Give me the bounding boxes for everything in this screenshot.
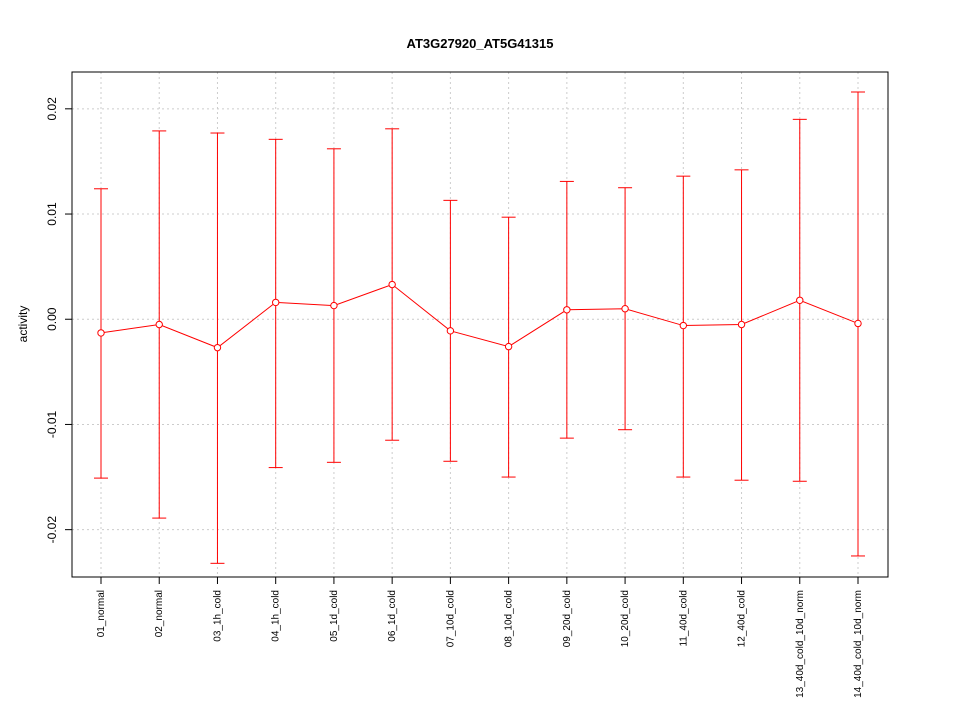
y-tick-label: -0.01 bbox=[45, 410, 59, 438]
y-axis-label: activity bbox=[16, 306, 30, 343]
data-point bbox=[446, 327, 455, 335]
data-point bbox=[330, 301, 338, 310]
data-point bbox=[271, 298, 280, 307]
x-tick-label: 13_40d_cold_10d_norm bbox=[795, 590, 806, 698]
data-point bbox=[679, 321, 688, 330]
data-point bbox=[854, 319, 862, 328]
data-point bbox=[213, 343, 222, 352]
x-tick-label: 11_40d_cold bbox=[678, 590, 689, 647]
chart-title: AT3G27920_AT5G41315 bbox=[407, 36, 554, 51]
x-tick-label: 09_20d_cold bbox=[562, 590, 573, 647]
x-tick-label: 07_10d_cold bbox=[445, 590, 456, 647]
x-tick-label: 02_normal bbox=[154, 590, 165, 637]
data-point bbox=[97, 329, 105, 337]
x-tick-label: 01_normal bbox=[96, 590, 107, 637]
plot-frame bbox=[71, 71, 889, 578]
x-axis: 01_normal 02_normal 03_1h_cold 04_1h_cold 05… bbox=[96, 577, 864, 698]
x-tick-label: 03_1h_cold bbox=[212, 590, 223, 642]
data-point bbox=[621, 305, 629, 313]
x-tick-label: 05_1d_cold bbox=[329, 590, 340, 642]
x-tick-label: 12_40d_cold bbox=[737, 590, 748, 647]
y-tick-label: 0.01 bbox=[45, 202, 59, 226]
x-tick-label: 14_40d_cold_10d_norm bbox=[853, 590, 864, 698]
series-layer bbox=[97, 280, 862, 352]
y-axis: -0.02 -0.01 0.00 0.01 0.02 bbox=[45, 97, 72, 544]
x-tick-label: 06_1d_cold bbox=[387, 590, 398, 642]
x-tick-label: 10_20d_cold bbox=[620, 590, 631, 647]
x-tick-label: 08_10d_cold bbox=[504, 590, 515, 647]
y-tick-label: -0.02 bbox=[45, 516, 59, 544]
y-tick-label: 0.00 bbox=[45, 307, 59, 331]
data-point bbox=[563, 306, 571, 314]
y-tick-label: 0.02 bbox=[45, 97, 59, 121]
data-point bbox=[504, 342, 513, 351]
data-point bbox=[155, 320, 163, 329]
data-point bbox=[388, 280, 396, 289]
grid-layer bbox=[72, 72, 888, 577]
data-point bbox=[737, 320, 746, 329]
data-point bbox=[796, 296, 804, 305]
errorbar-layer bbox=[94, 91, 865, 564]
series-line bbox=[100, 283, 859, 349]
x-tick-label: 04_1h_cold bbox=[271, 590, 282, 642]
